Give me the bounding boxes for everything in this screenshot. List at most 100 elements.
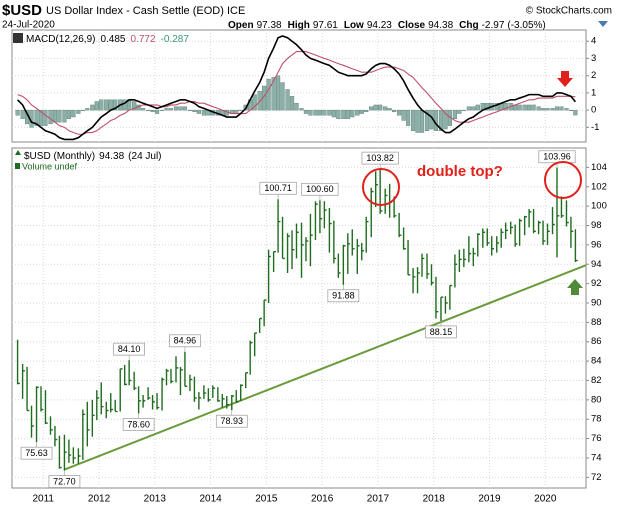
histogram-bar [359, 109, 364, 114]
y-tick-label: 98 [591, 220, 602, 231]
label-box [113, 342, 145, 356]
y-tick-label: 72 [591, 472, 602, 483]
histogram-bar [280, 82, 285, 111]
histogram-bar [94, 101, 99, 111]
histogram-bar [285, 89, 290, 111]
highlight-circle [544, 161, 582, 199]
histogram-bar [397, 109, 402, 116]
stat-label: High [288, 20, 310, 31]
price-label: 100.71 [264, 183, 292, 193]
histogram-bar [517, 104, 522, 111]
histogram-bar [132, 101, 137, 111]
histogram-bar [271, 77, 276, 111]
histogram-bar [104, 99, 109, 111]
x-tick-label: 2011 [32, 494, 54, 505]
price-label: 91.88 [332, 291, 355, 301]
x-tick-label: 2012 [88, 494, 111, 505]
histogram-bar [154, 109, 160, 114]
histogram-bar [485, 103, 490, 111]
histogram-bar [424, 109, 430, 132]
histogram-bar [527, 104, 532, 111]
label-box [122, 418, 155, 431]
price-label: 72.70 [53, 476, 76, 486]
y-tick-label: 82 [591, 375, 602, 386]
stat-label: Close [398, 20, 426, 31]
histogram-bar [20, 109, 25, 119]
histogram-bar [146, 109, 151, 111]
chart-date: 24-Jul-2020 [2, 20, 55, 31]
histogram-bar [192, 109, 197, 113]
legend-label: $USD (Monthly) [24, 151, 95, 162]
label-box [425, 325, 457, 339]
histogram-bar [550, 108, 555, 111]
label-box [215, 414, 248, 428]
grid: 7274767880828486889092949698100102104-10… [12, 30, 607, 505]
histogram-bar [471, 106, 476, 111]
histogram-bar [364, 109, 369, 113]
y-tick-label: 74 [591, 452, 602, 463]
y2-tick-label: 2 [591, 70, 596, 81]
legend-swatch [13, 33, 23, 43]
macd-line [17, 50, 576, 135]
y-tick-label: 78 [591, 414, 602, 425]
label-box [48, 475, 81, 488]
stat-value: 97.61 [313, 20, 338, 31]
histogram-bar [299, 108, 304, 111]
label-box [20, 446, 53, 460]
histogram-bar [419, 109, 425, 133]
histogram-bar [573, 109, 578, 116]
histogram-bar [257, 90, 262, 111]
legend-value: 94.38 [99, 151, 124, 162]
marks: 75.63 72.70 84.10 78.60 84.96 78.93 100.71 100.… [15, 35, 587, 488]
stat-label: Open [228, 20, 254, 31]
histogram-bar [341, 109, 346, 119]
histogram-bar [90, 104, 95, 111]
histogram-bar [392, 109, 397, 113]
histogram-bar [252, 94, 257, 111]
histogram-bar [85, 108, 90, 111]
histogram-bar [559, 106, 564, 111]
stat-change-percent: (-3.05%) [507, 20, 545, 31]
annotation: double top? [417, 163, 503, 180]
histogram-bar [62, 109, 67, 123]
histogram-bar [196, 109, 201, 114]
histogram-bar [99, 99, 104, 111]
histogram-bar [178, 106, 183, 111]
y2-tick-label: 1 [591, 87, 596, 98]
macd-legend: MACD(12,26,9) 0.485 0.772 -0.287 [26, 34, 189, 45]
x-tick-label: 2020 [534, 494, 557, 505]
label-box [259, 181, 297, 195]
legend-value: 0.485 [100, 34, 125, 45]
up-arrow [567, 279, 583, 295]
price-label: 84.10 [118, 344, 141, 354]
histogram-bar [405, 109, 411, 126]
histogram-bar [201, 109, 206, 116]
stat-label: Chg [459, 20, 478, 31]
y-tick-label: 96 [591, 239, 602, 250]
histogram-bar [503, 103, 508, 111]
histogram-bar [554, 106, 560, 111]
histogram-bar [401, 109, 406, 121]
y2-tick-label: 4 [591, 36, 596, 47]
histogram-bar [266, 78, 271, 111]
histogram-bar [294, 103, 299, 111]
down-arrow [557, 71, 573, 87]
label-box [301, 182, 339, 196]
histogram-bar [331, 109, 336, 118]
histogram-bar [38, 109, 44, 126]
stat-value: 97.38 [257, 20, 282, 31]
y2-tick-label: 3 [591, 53, 596, 64]
dropdown-icon [598, 21, 608, 27]
stats: Open 97.38 High 97.61 Low 94.23 Close 94.38 Chg -… [228, 20, 546, 31]
histogram-bar [387, 108, 392, 111]
histogram-bar [113, 99, 118, 111]
histogram-bar [52, 109, 58, 123]
histogram-bar [475, 104, 480, 111]
x-tick-label: 2015 [255, 494, 278, 505]
legend-date: (24 Jul) [128, 151, 161, 162]
macd-line [17, 35, 577, 141]
y-tick-label: 84 [591, 356, 602, 367]
histogram-bar [461, 109, 466, 111]
histogram-bar [564, 108, 569, 111]
